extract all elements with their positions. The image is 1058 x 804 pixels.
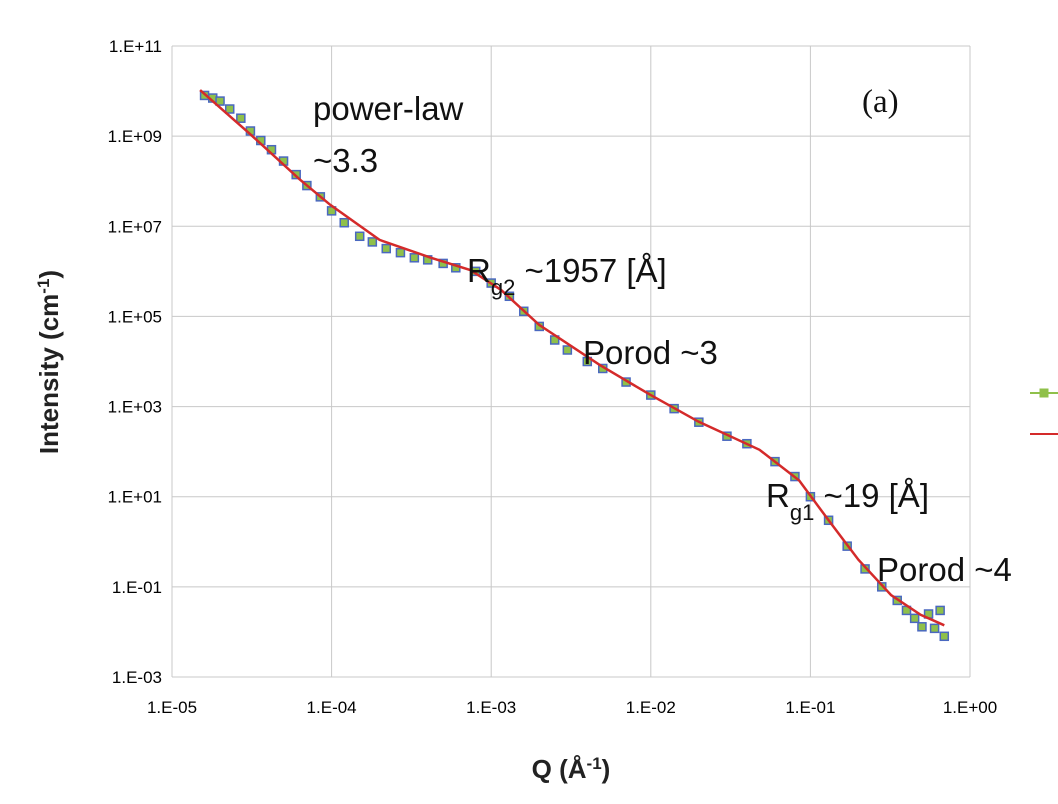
data-point [395,247,406,258]
annotation: Porod ~4 [877,551,1012,588]
y-axis-title-part: Intensity (cm [34,294,64,454]
x-tick-label: 1.E-03 [466,698,516,717]
annotation: ~3.3 [313,142,378,179]
annotation: (a) [862,84,899,120]
data-point [236,113,246,123]
annotation-part: g2 [491,275,515,300]
data-point [935,605,945,616]
x-tick-label: 1.E-02 [626,698,676,717]
data-point [860,564,870,574]
annotation-part: Porod ~4 [877,551,1012,588]
legend-swatch [1039,388,1049,398]
x-tick-label: 1.E-04 [307,698,357,717]
x-axis-title: Q (Å-1) [532,754,611,785]
annotation: Rg1 ~19 [Å] [766,477,929,525]
y-tick-label: 1.E-03 [112,668,162,687]
annotation-part: ~19 [Å] [814,477,929,514]
annotation-part: R [766,477,790,514]
y-axis-title: Intensity (cm-1) [34,270,65,454]
data-point [367,237,378,247]
data-point [562,345,573,355]
data-point [929,623,940,634]
y-tick-label: 1.E+09 [108,127,162,146]
data-point [339,217,349,228]
annotation-part: Porod ~3 [583,334,718,371]
y-tick-label: 1.E+03 [108,398,162,417]
x-axis-title-part: ) [602,754,611,784]
annotation-part: g1 [790,500,814,525]
data-point [215,96,225,106]
x-tick-label: 1.E+00 [943,698,997,717]
data-point [354,231,365,242]
annotation-part: power-law [313,90,464,127]
annotation: Rg2 ~1957 [Å] [467,252,667,300]
data-point [381,243,392,254]
y-tick-label: 1.E+01 [108,488,162,507]
y-tick-label: 1.E+11 [109,37,162,56]
fit-line [199,89,945,627]
y-tick-label: 1.E+07 [108,217,162,236]
data-point [939,631,950,642]
x-axis-title-part: -1 [587,754,602,773]
annotation: Porod ~3 [583,334,718,371]
annotation-part: R [467,252,491,289]
data-point [409,253,420,263]
y-tick-label: 1.E+05 [108,307,162,326]
annotation-part: ~1957 [Å] [515,252,666,289]
data-point [909,613,920,624]
y-tick-label: 1.E-01 [112,578,162,597]
annotation: power-law [313,90,464,127]
annotation-part: ~3.3 [313,142,378,179]
x-tick-label: 1.E-05 [147,698,197,717]
y-axis-title-part: ) [34,270,64,279]
annotation-part: (a) [862,84,899,120]
data-point [877,582,887,592]
y-axis-title-part: -1 [34,279,53,294]
data-point [224,104,235,114]
x-axis-title-part: Q (Å [532,754,587,784]
data-point [917,622,927,632]
x-tick-label: 1.E-01 [785,698,835,717]
